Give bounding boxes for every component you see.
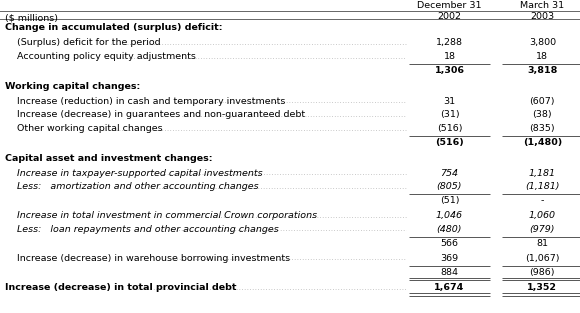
Text: 369: 369 — [440, 254, 459, 263]
Text: (979): (979) — [530, 225, 555, 234]
Text: (1,067): (1,067) — [525, 254, 560, 263]
Text: (Surplus) deficit for the period: (Surplus) deficit for the period — [17, 38, 161, 48]
Text: Capital asset and investment changes:: Capital asset and investment changes: — [5, 154, 212, 163]
Text: 884: 884 — [440, 268, 459, 277]
Text: 3,800: 3,800 — [529, 38, 556, 48]
Text: (835): (835) — [530, 124, 555, 133]
Text: Less:   amortization and other accounting changes: Less: amortization and other accounting … — [17, 182, 259, 192]
Text: Increase in total investment in commercial Crown corporations: Increase in total investment in commerci… — [17, 211, 317, 220]
Text: -: - — [541, 196, 544, 205]
Text: 566: 566 — [440, 239, 459, 248]
Text: 1,674: 1,674 — [434, 283, 465, 292]
Text: (516): (516) — [437, 124, 462, 133]
Text: Increase (reduction) in cash and temporary investments: Increase (reduction) in cash and tempora… — [17, 97, 286, 106]
Text: Increase (decrease) in guarantees and non-guaranteed debt: Increase (decrease) in guarantees and no… — [17, 110, 306, 120]
Text: (51): (51) — [440, 196, 459, 205]
Text: 1,181: 1,181 — [529, 169, 556, 178]
Text: Accounting policy equity adjustments: Accounting policy equity adjustments — [17, 52, 196, 61]
Text: 18: 18 — [444, 52, 455, 61]
Text: Other working capital changes: Other working capital changes — [17, 124, 163, 133]
Text: (607): (607) — [530, 97, 555, 106]
Text: 3,818: 3,818 — [527, 66, 557, 75]
Text: (516): (516) — [435, 138, 464, 147]
Text: 1,046: 1,046 — [436, 211, 463, 220]
Text: Increase in taxpayer-supported capital investments: Increase in taxpayer-supported capital i… — [17, 169, 263, 178]
Text: 1,060: 1,060 — [529, 211, 556, 220]
Text: 1,288: 1,288 — [436, 38, 463, 48]
Text: Working capital changes:: Working capital changes: — [5, 82, 140, 91]
Text: (805): (805) — [437, 182, 462, 192]
Text: (986): (986) — [530, 268, 555, 277]
Text: ($ millions): ($ millions) — [5, 13, 57, 22]
Text: 31: 31 — [444, 97, 455, 106]
Text: (480): (480) — [437, 225, 462, 234]
Text: 1,352: 1,352 — [527, 283, 557, 292]
Text: 18: 18 — [536, 52, 548, 61]
Text: March 31
2003: March 31 2003 — [520, 1, 564, 21]
Text: (1,181): (1,181) — [525, 182, 560, 192]
Text: (1,480): (1,480) — [523, 138, 562, 147]
Text: 754: 754 — [440, 169, 459, 178]
Text: 1,306: 1,306 — [434, 66, 465, 75]
Text: 81: 81 — [536, 239, 548, 248]
Text: Less:   loan repayments and other accounting changes: Less: loan repayments and other accounti… — [17, 225, 279, 234]
Text: December 31
2002: December 31 2002 — [417, 1, 482, 21]
Text: Increase (decrease) in warehouse borrowing investments: Increase (decrease) in warehouse borrowi… — [17, 254, 291, 263]
Text: (38): (38) — [532, 110, 552, 120]
Text: Increase (decrease) in total provincial debt: Increase (decrease) in total provincial … — [5, 283, 236, 292]
Text: (31): (31) — [440, 110, 459, 120]
Text: Change in accumulated (surplus) deficit:: Change in accumulated (surplus) deficit: — [5, 23, 222, 33]
